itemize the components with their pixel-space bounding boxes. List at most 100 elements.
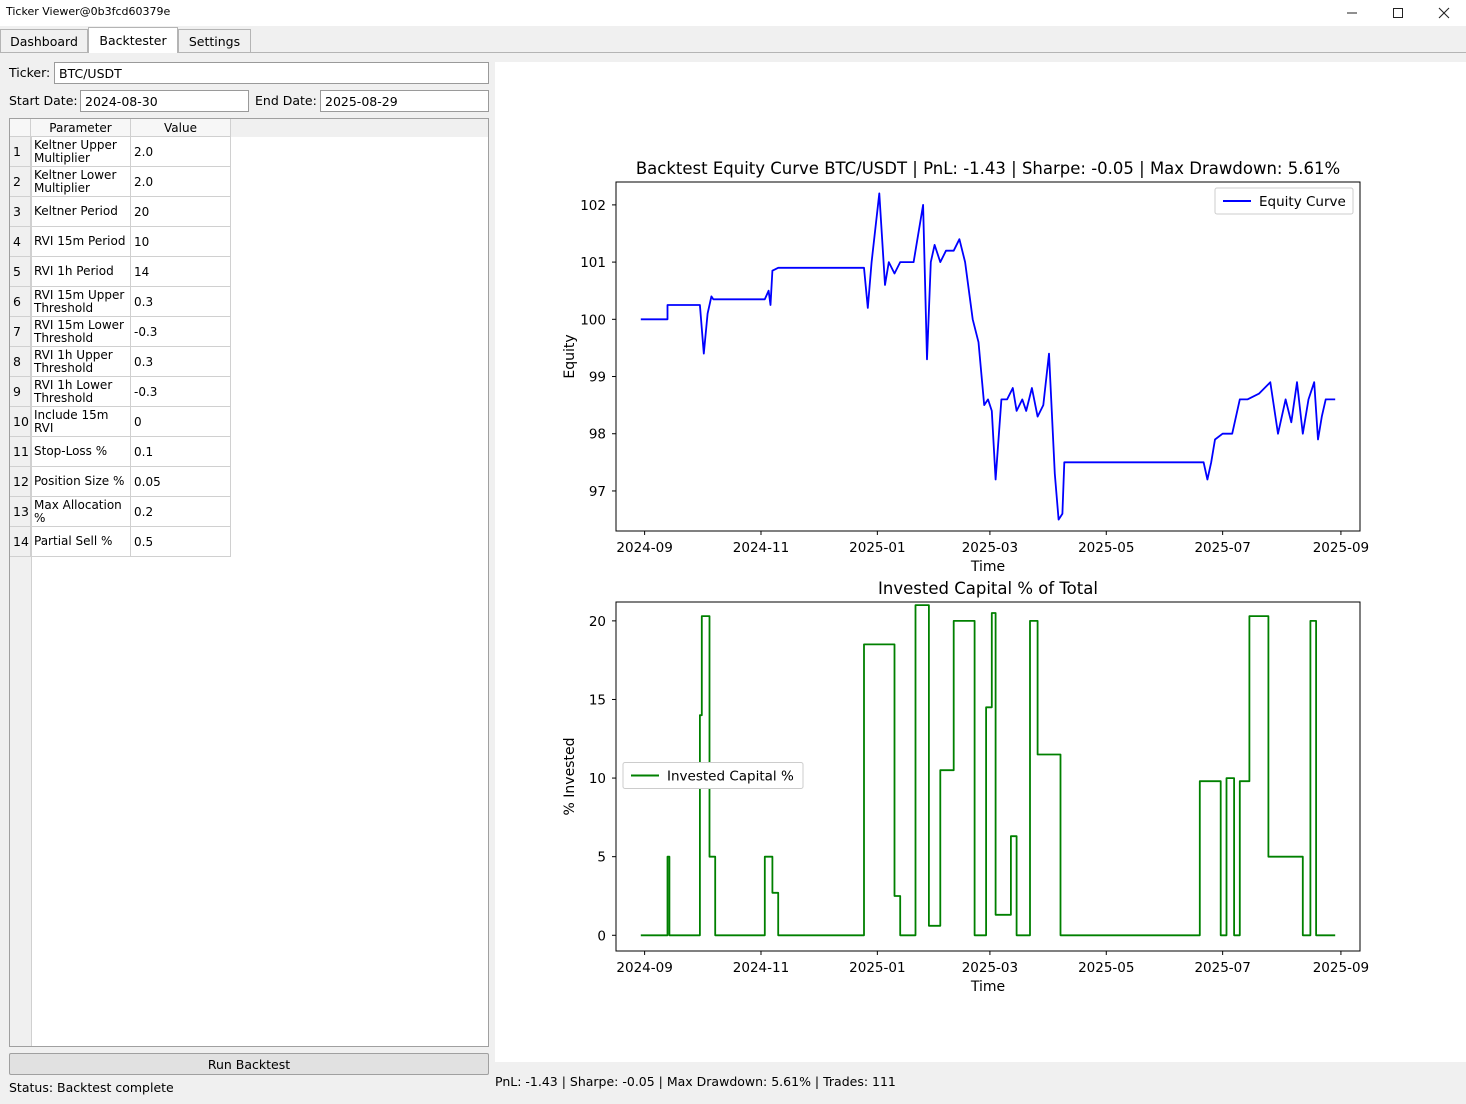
status-label: Status: Backtest complete [9, 1080, 174, 1095]
parameter-cell[interactable]: Keltner Lower Multiplier [31, 167, 131, 197]
y-tick-label: 0 [597, 928, 606, 944]
row-number[interactable]: 2 [10, 167, 31, 197]
end-date-label: End Date: [255, 93, 317, 108]
parameter-cell[interactable]: RVI 15m Lower Threshold [31, 317, 131, 347]
row-number[interactable]: 8 [10, 347, 31, 377]
row-number[interactable]: 10 [10, 407, 31, 437]
value-cell[interactable]: 0.1 [131, 437, 231, 467]
table-row[interactable]: 11 Stop-Loss % 0.1 [10, 437, 231, 467]
end-date-input[interactable]: 2025-08-29 [320, 90, 489, 112]
plot-canvas: Backtest Equity Curve BTC/USDT | PnL: -1… [495, 62, 1466, 1062]
value-cell[interactable]: -0.3 [131, 317, 231, 347]
x-tick-label: 2025-01 [849, 960, 905, 976]
ticker-input[interactable]: BTC/USDT [54, 62, 489, 84]
table-row[interactable]: 4 RVI 15m Period 10 [10, 227, 231, 257]
charts-svg: Backtest Equity Curve BTC/USDT | PnL: -1… [495, 62, 1466, 1062]
row-number[interactable]: 4 [10, 227, 31, 257]
parameter-cell[interactable]: Keltner Upper Multiplier [31, 137, 131, 167]
table-row[interactable]: 3 Keltner Period 20 [10, 197, 231, 227]
column-header-value[interactable]: Value [131, 119, 231, 137]
start-date-input[interactable]: 2024-08-30 [80, 90, 249, 112]
parameter-cell[interactable]: RVI 1h Lower Threshold [31, 377, 131, 407]
row-number[interactable]: 5 [10, 257, 31, 287]
x-tick-label: 2025-01 [849, 540, 905, 556]
x-axis-label: Time [970, 559, 1005, 575]
x-tick-label: 2025-09 [1313, 960, 1369, 976]
value-cell[interactable]: 0.05 [131, 467, 231, 497]
table-row[interactable]: 10 Include 15m RVI 0 [10, 407, 231, 437]
table-row[interactable]: 8 RVI 1h Upper Threshold 0.3 [10, 347, 231, 377]
value-cell[interactable]: -0.3 [131, 377, 231, 407]
parameter-cell[interactable]: Partial Sell % [31, 527, 131, 557]
parameter-cell[interactable]: Include 15m RVI [31, 407, 131, 437]
row-number[interactable]: 13 [10, 497, 31, 527]
run-backtest-button[interactable]: Run Backtest [9, 1053, 489, 1075]
column-header-parameter[interactable]: Parameter [31, 119, 131, 137]
parameter-cell[interactable]: Stop-Loss % [31, 437, 131, 467]
maximize-button[interactable] [1375, 0, 1421, 26]
table-row[interactable]: 14 Partial Sell % 0.5 [10, 527, 231, 557]
row-number[interactable]: 1 [10, 137, 31, 167]
minimize-button[interactable] [1329, 0, 1375, 26]
parameter-cell[interactable]: Max Allocation % [31, 497, 131, 527]
value-cell[interactable]: 14 [131, 257, 231, 287]
table-row[interactable]: 12 Position Size % 0.05 [10, 467, 231, 497]
table-row[interactable]: 5 RVI 1h Period 14 [10, 257, 231, 287]
y-axis-label: % Invested [562, 738, 578, 816]
x-tick-label: 2025-05 [1078, 960, 1134, 976]
value-cell[interactable]: 20 [131, 197, 231, 227]
table-row[interactable]: 13 Max Allocation % 0.2 [10, 497, 231, 527]
x-tick-label: 2025-03 [962, 540, 1018, 556]
y-tick-label: 102 [580, 198, 606, 214]
start-date-label: Start Date: [9, 93, 78, 108]
value-cell[interactable]: 0.3 [131, 347, 231, 377]
value-cell[interactable]: 2.0 [131, 137, 231, 167]
row-number[interactable]: 12 [10, 467, 31, 497]
tab-settings[interactable]: Settings [178, 29, 251, 52]
value-cell[interactable]: 2.0 [131, 167, 231, 197]
chart-title: Invested Capital % of Total [878, 579, 1098, 598]
corner-header[interactable] [10, 119, 31, 137]
table-row[interactable]: 9 RVI 1h Lower Threshold -0.3 [10, 377, 231, 407]
row-number[interactable]: 11 [10, 437, 31, 467]
parameter-cell[interactable]: Position Size % [31, 467, 131, 497]
parameter-cell[interactable]: RVI 15m Period [31, 227, 131, 257]
value-cell[interactable]: 10 [131, 227, 231, 257]
close-icon [1438, 7, 1450, 19]
value-cell[interactable]: 0 [131, 407, 231, 437]
y-tick-label: 20 [589, 614, 606, 630]
parameters-table[interactable]: Parameter Value 1 Keltner Upper Multiplie… [9, 118, 489, 1047]
y-tick-label: 97 [589, 484, 606, 500]
window-title: Ticker Viewer@0b3fcd60379e [6, 5, 170, 18]
row-number[interactable]: 6 [10, 287, 31, 317]
table-row[interactable]: 7 RVI 15m Lower Threshold -0.3 [10, 317, 231, 347]
minimize-icon [1346, 7, 1358, 19]
parameter-cell[interactable]: RVI 15m Upper Threshold [31, 287, 131, 317]
y-tick-label: 5 [597, 850, 606, 866]
x-tick-label: 2024-09 [616, 540, 672, 556]
tab-backtester[interactable]: Backtester [88, 27, 178, 53]
table-row[interactable]: 2 Keltner Lower Multiplier 2.0 [10, 167, 231, 197]
parameter-cell[interactable]: Keltner Period [31, 197, 131, 227]
x-tick-label: 2025-09 [1313, 540, 1369, 556]
x-tick-label: 2025-07 [1194, 540, 1250, 556]
value-cell[interactable]: 0.5 [131, 527, 231, 557]
y-tick-label: 15 [589, 692, 606, 708]
y-tick-label: 100 [580, 312, 606, 328]
parameter-cell[interactable]: RVI 1h Period [31, 257, 131, 287]
tab-dashboard[interactable]: Dashboard [0, 29, 88, 52]
table-row[interactable]: 6 RVI 15m Upper Threshold 0.3 [10, 287, 231, 317]
x-tick-label: 2025-07 [1194, 960, 1250, 976]
table-row[interactable]: 1 Keltner Upper Multiplier 2.0 [10, 137, 231, 167]
ticker-label: Ticker: [9, 65, 50, 80]
chart-title: Backtest Equity Curve BTC/USDT | PnL: -1… [636, 159, 1340, 178]
row-number[interactable]: 7 [10, 317, 31, 347]
value-cell[interactable]: 0.3 [131, 287, 231, 317]
parameter-cell[interactable]: RVI 1h Upper Threshold [31, 347, 131, 377]
row-number[interactable]: 3 [10, 197, 31, 227]
legend-label: Invested Capital % [667, 769, 794, 785]
value-cell[interactable]: 0.2 [131, 497, 231, 527]
close-button[interactable] [1421, 0, 1466, 26]
row-number[interactable]: 14 [10, 527, 31, 557]
row-number[interactable]: 9 [10, 377, 31, 407]
